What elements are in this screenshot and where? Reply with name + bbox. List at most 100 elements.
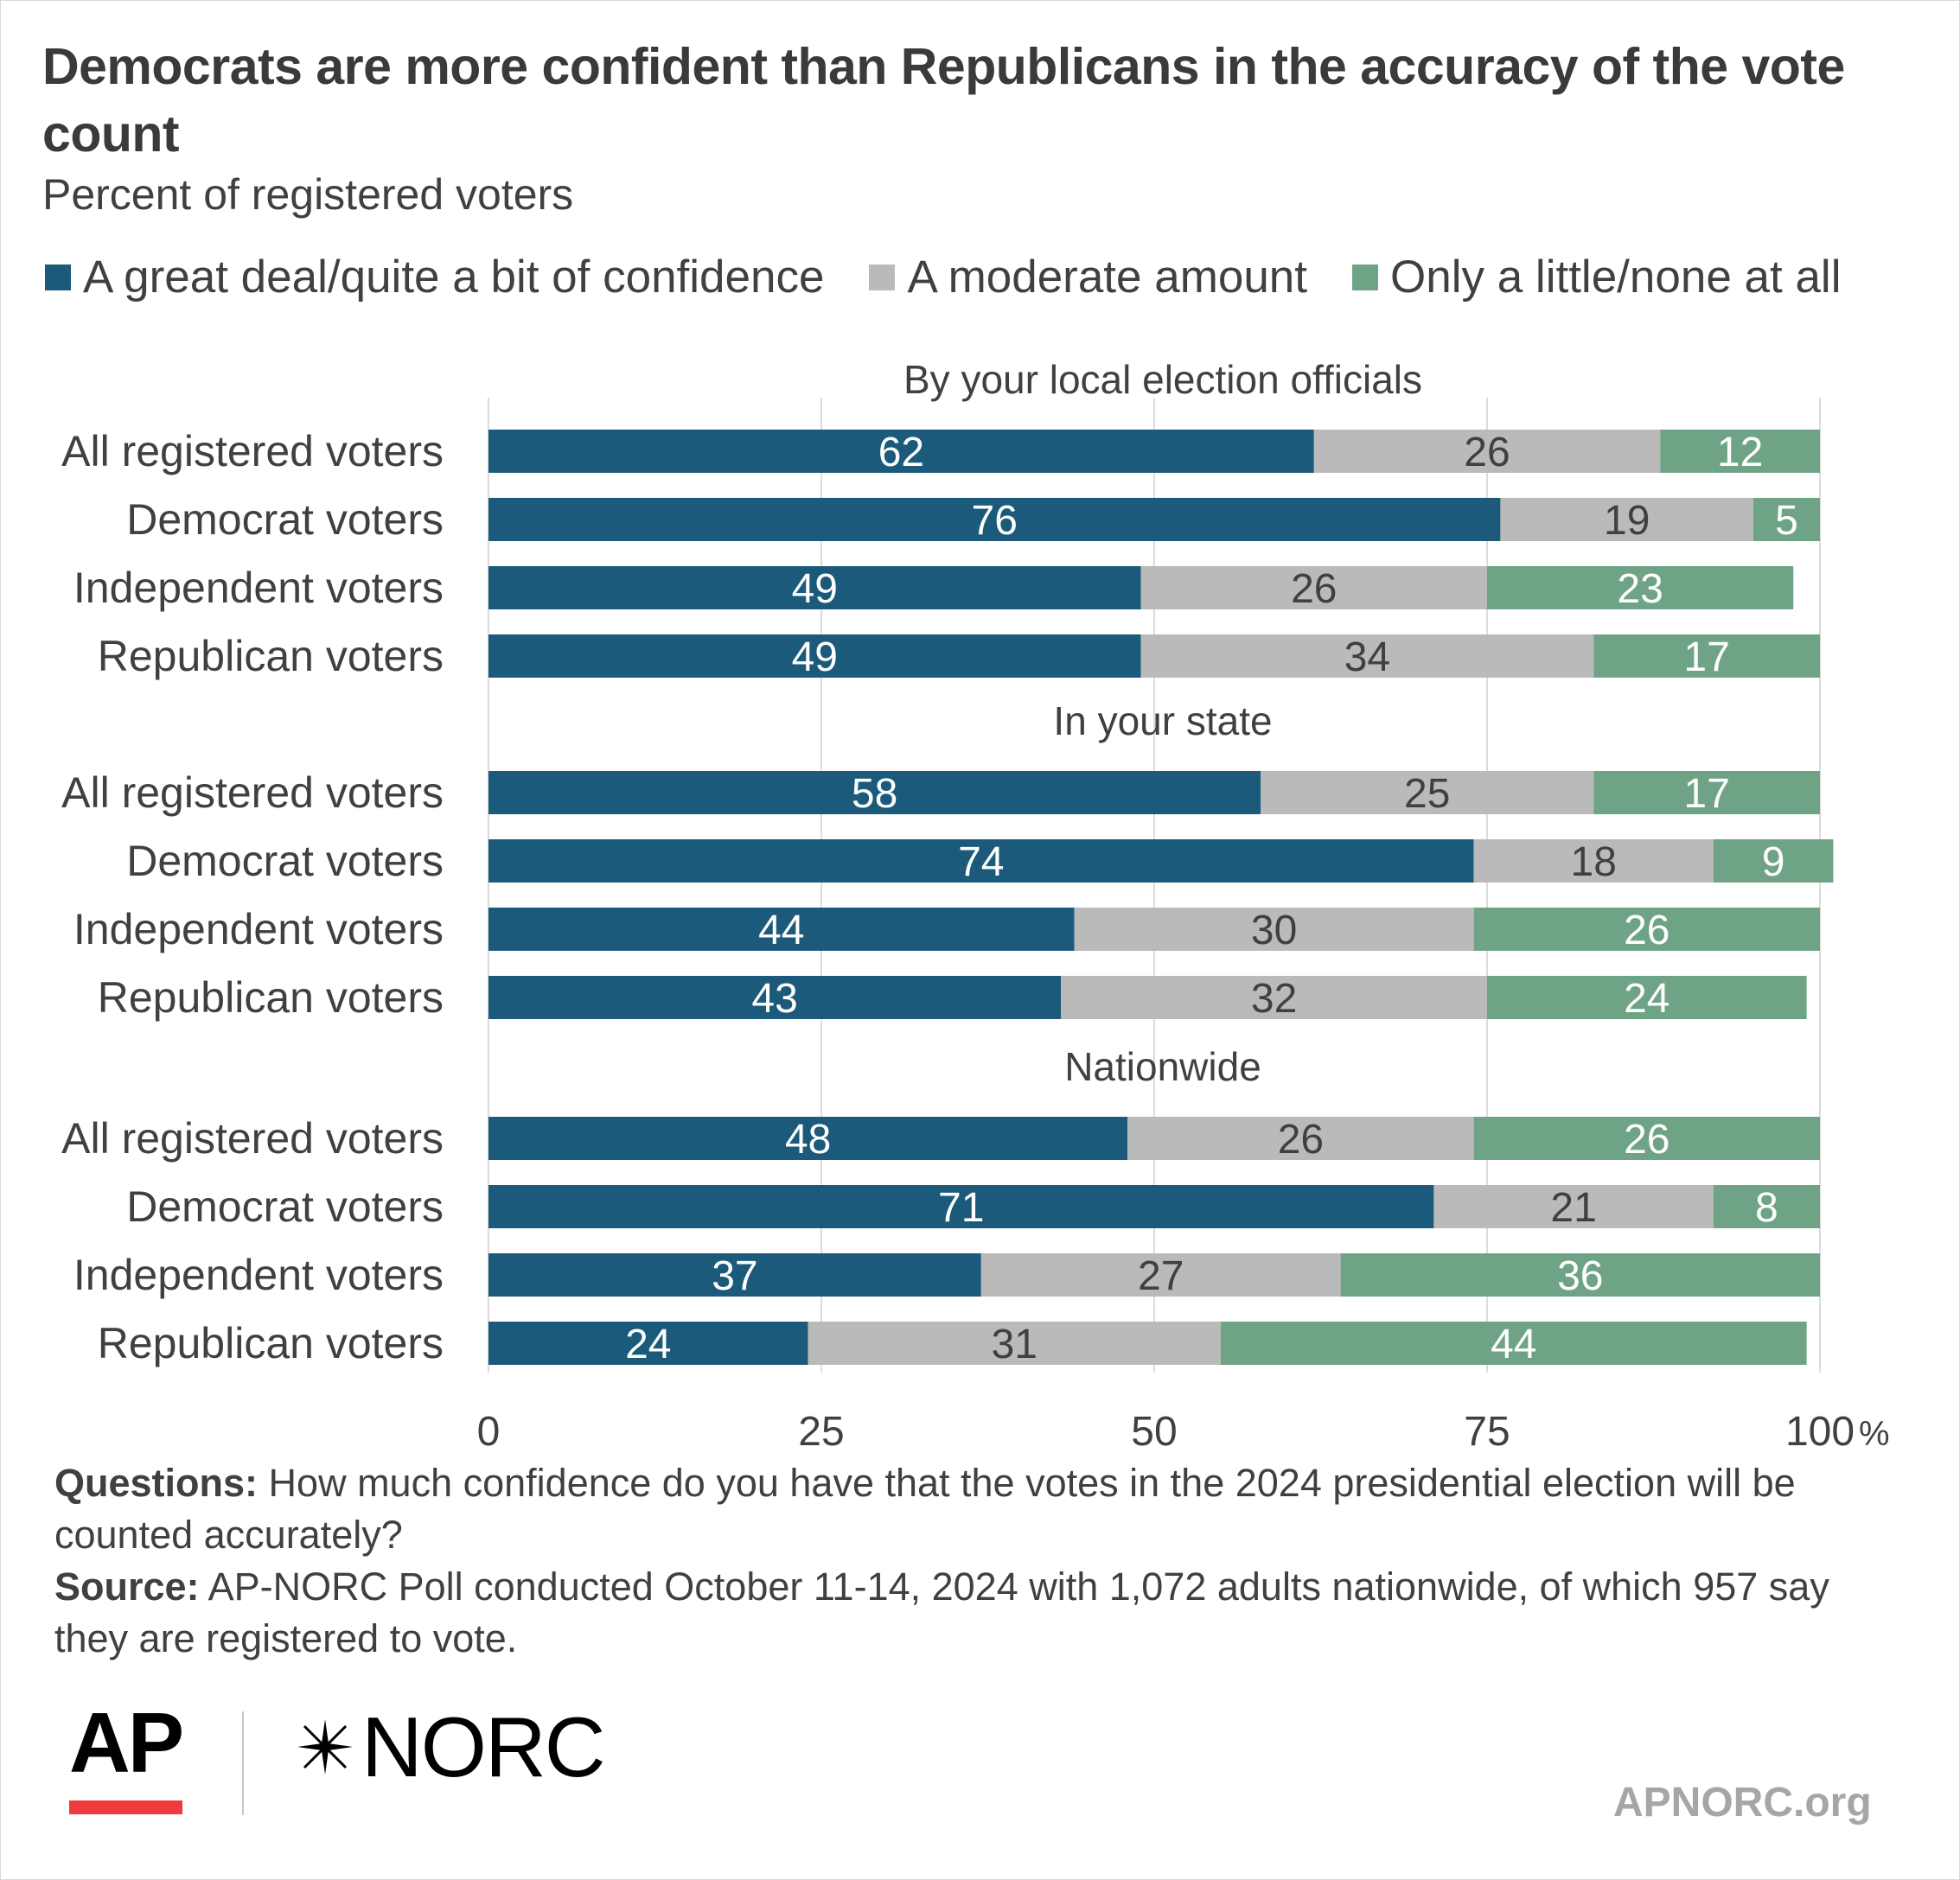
bar-segment [980,1253,1341,1297]
bar-segment [1074,908,1474,951]
source-label: Source: [54,1565,200,1609]
questions-text: How much confidence do you have that the… [54,1461,1796,1557]
data-label: 23 [1617,566,1663,612]
data-label: 44 [758,908,804,953]
data-label: 36 [1557,1253,1603,1299]
data-label: 9 [1762,839,1785,885]
bar-segment [488,771,1261,814]
data-label: 32 [1251,976,1297,1022]
category-label: Independent voters [73,905,444,953]
data-label: 12 [1717,430,1763,475]
legend-item-low-confidence: Only a little/none at all [1352,251,1841,303]
source-text: AP-NORC Poll conducted October 11-14, 20… [54,1565,1829,1660]
x-axis-unit: % [1859,1415,1890,1453]
bar-segment [488,1253,981,1297]
data-label: 5 [1775,498,1798,544]
ap-logo-underline [69,1800,182,1814]
x-tick-label: 25 [798,1409,844,1455]
bar-segment [1061,976,1487,1019]
group-title: Nationwide [1064,1044,1261,1089]
bar-segment [1127,1117,1474,1160]
data-label: 19 [1604,498,1650,544]
legend-item-high-confidence: A great deal/quite a bit of confidence [45,251,824,303]
bar-segment [1473,839,1714,883]
bar-segment [1221,1322,1807,1365]
x-tick-label: 0 [477,1409,501,1455]
legend: A great deal/quite a bit of confidence A… [45,251,1886,303]
bar-segment [1140,566,1487,609]
x-tick-label: 100 [1785,1409,1855,1455]
data-label: 26 [1464,430,1510,475]
data-label: 49 [792,566,838,612]
data-label: 74 [958,839,1004,885]
ap-logo: AP [69,1695,184,1790]
footnote: Questions: How much confidence do you ha… [54,1457,1887,1665]
group-title: In your state [1053,698,1272,743]
category-label: Republican voters [98,632,444,680]
bar-segment [1753,498,1820,541]
bar-segment [1593,771,1820,814]
data-label: 62 [878,430,924,475]
category-label: All registered voters [61,1114,444,1163]
legend-item-moderate: A moderate amount [869,251,1307,303]
logo-divider [242,1711,244,1815]
bar-segment [488,1117,1128,1160]
data-label: 31 [992,1322,1037,1367]
data-label: 27 [1138,1253,1184,1299]
data-label: 43 [751,976,797,1022]
data-label: 58 [852,771,897,817]
data-label: 18 [1571,839,1617,885]
data-label: 44 [1491,1322,1536,1367]
bar-segment [1660,430,1820,473]
bar-segment [1140,634,1594,678]
bar-segment [488,566,1141,609]
chart-title: Democrats are more confident than Republ… [42,38,1845,163]
bar-segment [1473,1117,1820,1160]
category-label: Independent voters [73,1251,444,1299]
legend-label-low-confidence: Only a little/none at all [1390,252,1842,303]
category-label: Republican voters [98,973,444,1022]
bar-segment [488,430,1314,473]
bar-segment [1713,1185,1820,1228]
category-label: Republican voters [98,1319,444,1367]
x-tick-label: 75 [1464,1409,1510,1455]
data-label: 26 [1291,566,1337,612]
category-label: Democrat voters [126,1182,444,1231]
norc-logo-text: NORC [361,1699,606,1794]
bar-segment [488,976,1062,1019]
data-label: 26 [1624,908,1670,953]
bar-segment [488,839,1474,883]
category-label: Independent voters [73,564,444,612]
legend-label-high-confidence: A great deal/quite a bit of confidence [83,252,825,303]
data-label: 17 [1683,634,1729,680]
site-url: APNORC.org [1613,1780,1872,1826]
data-label: 34 [1344,634,1390,680]
data-label: 76 [972,498,1018,544]
bar-segment [1593,634,1820,678]
bar-segment [1487,976,1807,1019]
category-label: All registered voters [61,427,444,475]
data-label: 8 [1755,1185,1778,1231]
data-label: 48 [785,1117,831,1163]
legend-swatch-high-confidence [45,264,71,290]
category-label: Democrat voters [126,495,444,544]
data-label: 49 [792,634,838,680]
x-tick-label: 50 [1131,1409,1177,1455]
bar-segment [488,634,1141,678]
data-label: 17 [1683,771,1729,817]
group-title: By your local election officials [903,357,1422,402]
bar-segment [488,498,1501,541]
legend-swatch-moderate [869,264,896,290]
data-label: 30 [1251,908,1297,953]
bar-segment [488,1322,808,1365]
bar-segment [808,1322,1221,1365]
questions-label: Questions: [54,1461,259,1505]
category-label: All registered voters [61,768,444,817]
star-burst-icon [297,1719,353,1775]
questions-note: Questions: How much confidence do you ha… [54,1457,1887,1561]
chart-subtitle: Percent of registered voters [42,170,574,219]
data-label: 21 [1550,1185,1596,1231]
bar-segment [1340,1253,1820,1297]
bar-segment [1713,839,1834,883]
legend-swatch-low-confidence [1352,264,1379,290]
